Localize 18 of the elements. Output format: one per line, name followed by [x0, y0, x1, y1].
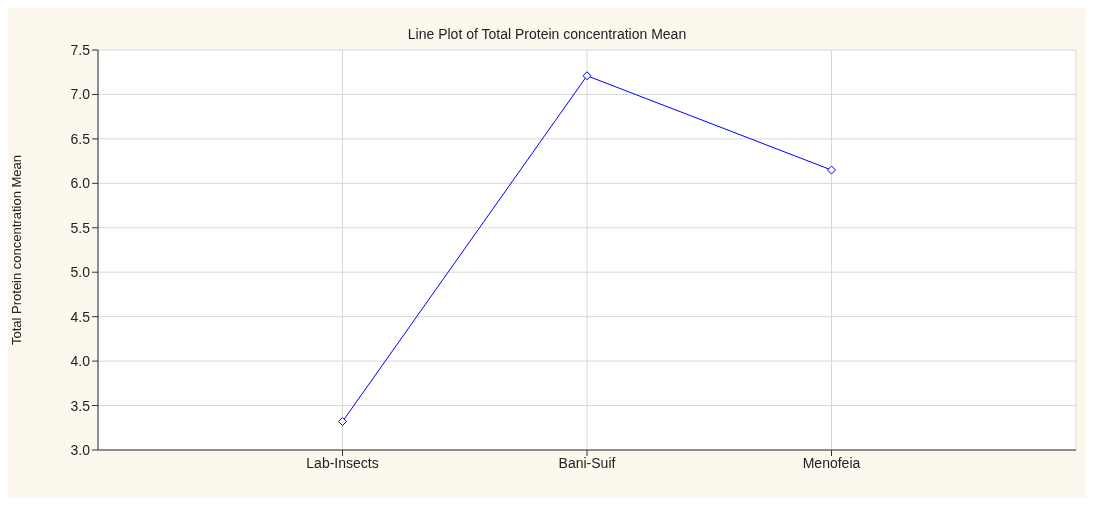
- chart-title: Line Plot of Total Protein concentration Mean: [406, 26, 688, 42]
- y-tick-label: 6.5: [70, 130, 91, 147]
- y-tick-label: 5.0: [70, 264, 91, 281]
- y-tick-label: 3.5: [70, 397, 91, 414]
- y-tick-label: 7.0: [70, 86, 91, 103]
- y-tick-label: 3.0: [70, 441, 91, 458]
- y-tick-label: 4.5: [70, 308, 91, 325]
- y-tick-label: 4.0: [70, 353, 91, 370]
- y-tick-label: 5.5: [70, 219, 91, 236]
- x-tick-label: Menofeia: [802, 454, 861, 471]
- x-tick-label: Bani-Suif: [558, 454, 616, 471]
- y-axis-title: Total Protein concentration Mean: [8, 154, 24, 346]
- x-tick-label: Lab-Insects: [306, 454, 379, 471]
- point: [827, 165, 836, 175]
- y-tick-label: 7.5: [70, 41, 91, 58]
- point: [338, 417, 347, 427]
- point: [582, 71, 592, 81]
- y-tick-label: 6.0: [70, 175, 91, 192]
